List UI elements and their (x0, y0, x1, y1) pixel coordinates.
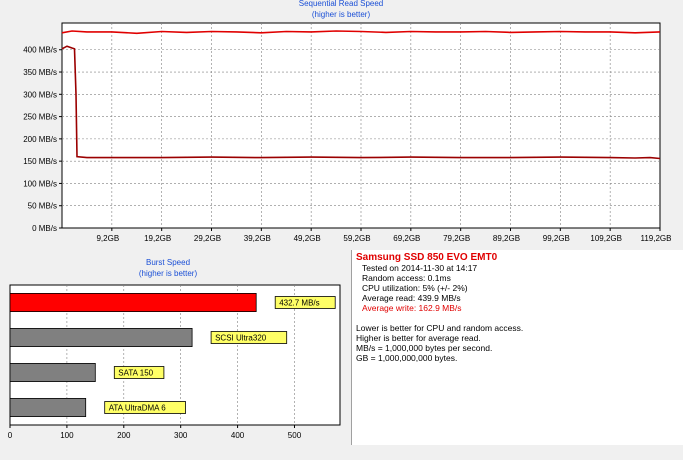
read-x-tick-label: 59,2GB (343, 234, 370, 243)
burst-x-tick-label: 100 (60, 431, 74, 440)
average-write: Average write: 162.9 MB/s (362, 303, 462, 313)
read-x-tick-label: 19,2GB (144, 234, 171, 243)
read-x-tick-label: 9,2GB (96, 234, 119, 243)
burst-bar (9, 397, 87, 417)
tested-on: Tested on 2014-11-30 at 14:17 (362, 263, 478, 273)
read-chart-subtitle: (higher is better) (312, 10, 371, 19)
read-x-tick-label: 49,2GB (294, 234, 321, 243)
read-x-axis: 9,2GB 19,2GB 29,2GB 39,2GB 49,2GB 59,2GB 69,2G… (96, 228, 671, 243)
note-lower-better: Lower is better for CPU and random acces… (356, 323, 524, 333)
read-y-tick-label: 300 MB/s (23, 90, 57, 99)
read-x-tick-label: 89,2GB (493, 234, 520, 243)
burst-bar-label-box (210, 331, 288, 344)
read-x-tick-label: 79,2GB (443, 234, 470, 243)
burst-x-tick-label: 200 (117, 431, 131, 440)
read-x-tick-label: 39,2GB (244, 234, 271, 243)
burst-x-tick-label: 400 (231, 431, 245, 440)
read-y-tick-label: 350 MB/s (23, 68, 57, 77)
burst-bar-label: 432.7 MB/s (279, 299, 319, 308)
average-read: Average read: 439.9 MB/s (362, 293, 461, 303)
burst-speed-panel: Burst Speed (higher is better) 432.7 MB/… (0, 252, 344, 446)
read-plot-area (61, 22, 661, 229)
read-y-tick-label: 200 MB/s (23, 135, 57, 144)
read-y-tick-label: 250 MB/s (23, 113, 57, 122)
burst-bar-label: ATA UltraDMA 6 (109, 404, 167, 413)
burst-bar (9, 363, 96, 383)
note-gb-definition: GB = 1,000,000,000 bytes. (356, 353, 458, 363)
drive-name: Samsung SSD 850 EVO EMT0 (356, 252, 498, 263)
burst-bar-label: SATA 150 (118, 369, 153, 378)
burst-bar-label-box (104, 401, 186, 414)
random-access: Random access: 0.1ms (362, 273, 451, 283)
burst-bar (9, 328, 193, 348)
read-y-tick-label: 50 MB/s (28, 202, 57, 211)
cpu-utilization: CPU utilization: 5% (+/- 2%) (362, 283, 468, 293)
read-y-tick-label: 400 MB/s (23, 46, 57, 55)
burst-bar-label-box (113, 366, 165, 379)
sequential-read-chart: Sequential Read Speed (higher is better)… (23, 0, 671, 243)
burst-x-tick-label: 300 (174, 431, 188, 440)
burst-speed-chart: Burst Speed (higher is better) 432.7 MB/… (8, 258, 341, 440)
read-x-tick-label: 109,2GB (590, 234, 622, 243)
burst-bar-label-box (274, 296, 336, 309)
burst-bar-label: SCSI Ultra320 (215, 334, 267, 343)
burst-bar (9, 293, 257, 313)
results-info-panel: Samsung SSD 850 EVO EMT0 Tested on 2014-… (351, 250, 683, 445)
read-x-tick-label: 99,2GB (543, 234, 570, 243)
burst-chart-subtitle: (higher is better) (139, 269, 198, 278)
burst-bars: 432.7 MB/s SCSI Ultra320 SATA 150 ATA Ultra… (9, 293, 336, 417)
read-x-tick-label: 69,2GB (393, 234, 420, 243)
read-chart-title: Sequential Read Speed (299, 0, 384, 8)
read-series-line (61, 45, 661, 160)
burst-x-axis: 0 100 200 300 400 500 (8, 425, 302, 440)
read-x-tick-label: 119,2GB (641, 234, 672, 243)
burst-chart-title: Burst Speed (146, 258, 190, 267)
read-y-tick-label: 100 MB/s (23, 179, 57, 188)
read-series-line (61, 30, 661, 35)
read-y-tick-label: 0 MB/s (32, 224, 57, 233)
read-y-tick-label: 150 MB/s (23, 157, 57, 166)
note-higher-better: Higher is better for average read. (356, 333, 481, 343)
burst-x-tick-label: 0 (8, 431, 13, 440)
read-y-axis: 0 MB/s 50 MB/s 100 MB/s 150 MB/s 200 MB/s 250… (23, 46, 62, 233)
read-x-tick-label: 29,2GB (194, 234, 221, 243)
note-mbs-definition: MB/s = 1,000,000 bytes per second. (356, 343, 493, 353)
read-series (61, 30, 661, 160)
burst-x-tick-label: 500 (288, 431, 302, 440)
